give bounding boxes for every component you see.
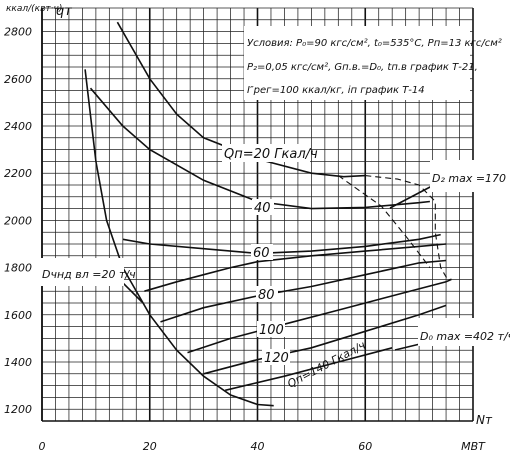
label-q60: 60: [253, 246, 270, 261]
label-q120: 120: [264, 351, 289, 366]
label-q80: 80: [258, 288, 275, 303]
y-tick-label: 2200: [4, 167, 32, 180]
series-line: [144, 243, 447, 292]
x-tick-label: 20: [143, 440, 157, 453]
y-tick-label: 1600: [4, 309, 32, 322]
conditions-box: Условия: P₀=90 кгс/см², t₀=535°C, Pп=13 …: [244, 26, 502, 100]
leader-line-d0max: [394, 343, 421, 351]
leader-line-d2max: [389, 185, 433, 209]
x-tick-label: 40: [251, 440, 265, 453]
y-tick-label: 1800: [4, 262, 32, 275]
series-line: [160, 259, 447, 323]
y-axis-symbol: qт: [56, 4, 72, 19]
limit-line: [365, 175, 452, 280]
label-q100: 100: [259, 323, 284, 338]
tick-labels: 0 20 40 60 МВТ 1200 1400 1600 1800 2000 2200 2400 26…: [4, 26, 486, 453]
y-tick-label: 2800: [4, 26, 32, 39]
y-tick-label: 2600: [4, 73, 32, 86]
y-tick-label: 2400: [4, 120, 32, 133]
series-line: [225, 347, 393, 392]
series-line: [84, 69, 274, 407]
conditions-line-2: P₂=0,05 кгс/см², Gп.в.=D₀, tп.в график Т…: [247, 62, 478, 73]
y-tick-label: 2000: [4, 214, 32, 227]
series-line: [122, 233, 441, 255]
series-line: [203, 304, 447, 375]
limit-line: [337, 175, 431, 268]
leader-line-dchnd: [121, 281, 143, 303]
label-dchnd: Dчнд вл =20 т/ч: [42, 268, 136, 281]
x-tick-label: МВТ: [461, 440, 486, 453]
label-d2max: D₂ max =170 т/ч: [432, 172, 510, 185]
x-tick-label: 60: [358, 440, 372, 453]
series-line: [187, 278, 452, 354]
x-axis-symbol: Nт: [476, 413, 493, 427]
grid: [41, 7, 474, 422]
dashed-curves: [337, 175, 452, 280]
conditions-line-1: Условия: P₀=90 кгс/см², t₀=535°C, Pп=13 …: [247, 38, 502, 49]
y-axis-unit: ккал/(квт·ч): [6, 4, 62, 14]
label-q20: Qп=20 Гкал/ч: [224, 147, 318, 162]
y-tick-label: 1400: [4, 356, 32, 369]
y-tick-label: 1200: [4, 403, 32, 416]
label-d0max: D₀ max =402 т/ч: [420, 330, 510, 343]
label-q40: 40: [254, 201, 271, 216]
x-tick-label: 0: [39, 440, 46, 453]
conditions-line-3: I″рег=100 ккал/кг, iп график Т-14: [247, 85, 425, 96]
